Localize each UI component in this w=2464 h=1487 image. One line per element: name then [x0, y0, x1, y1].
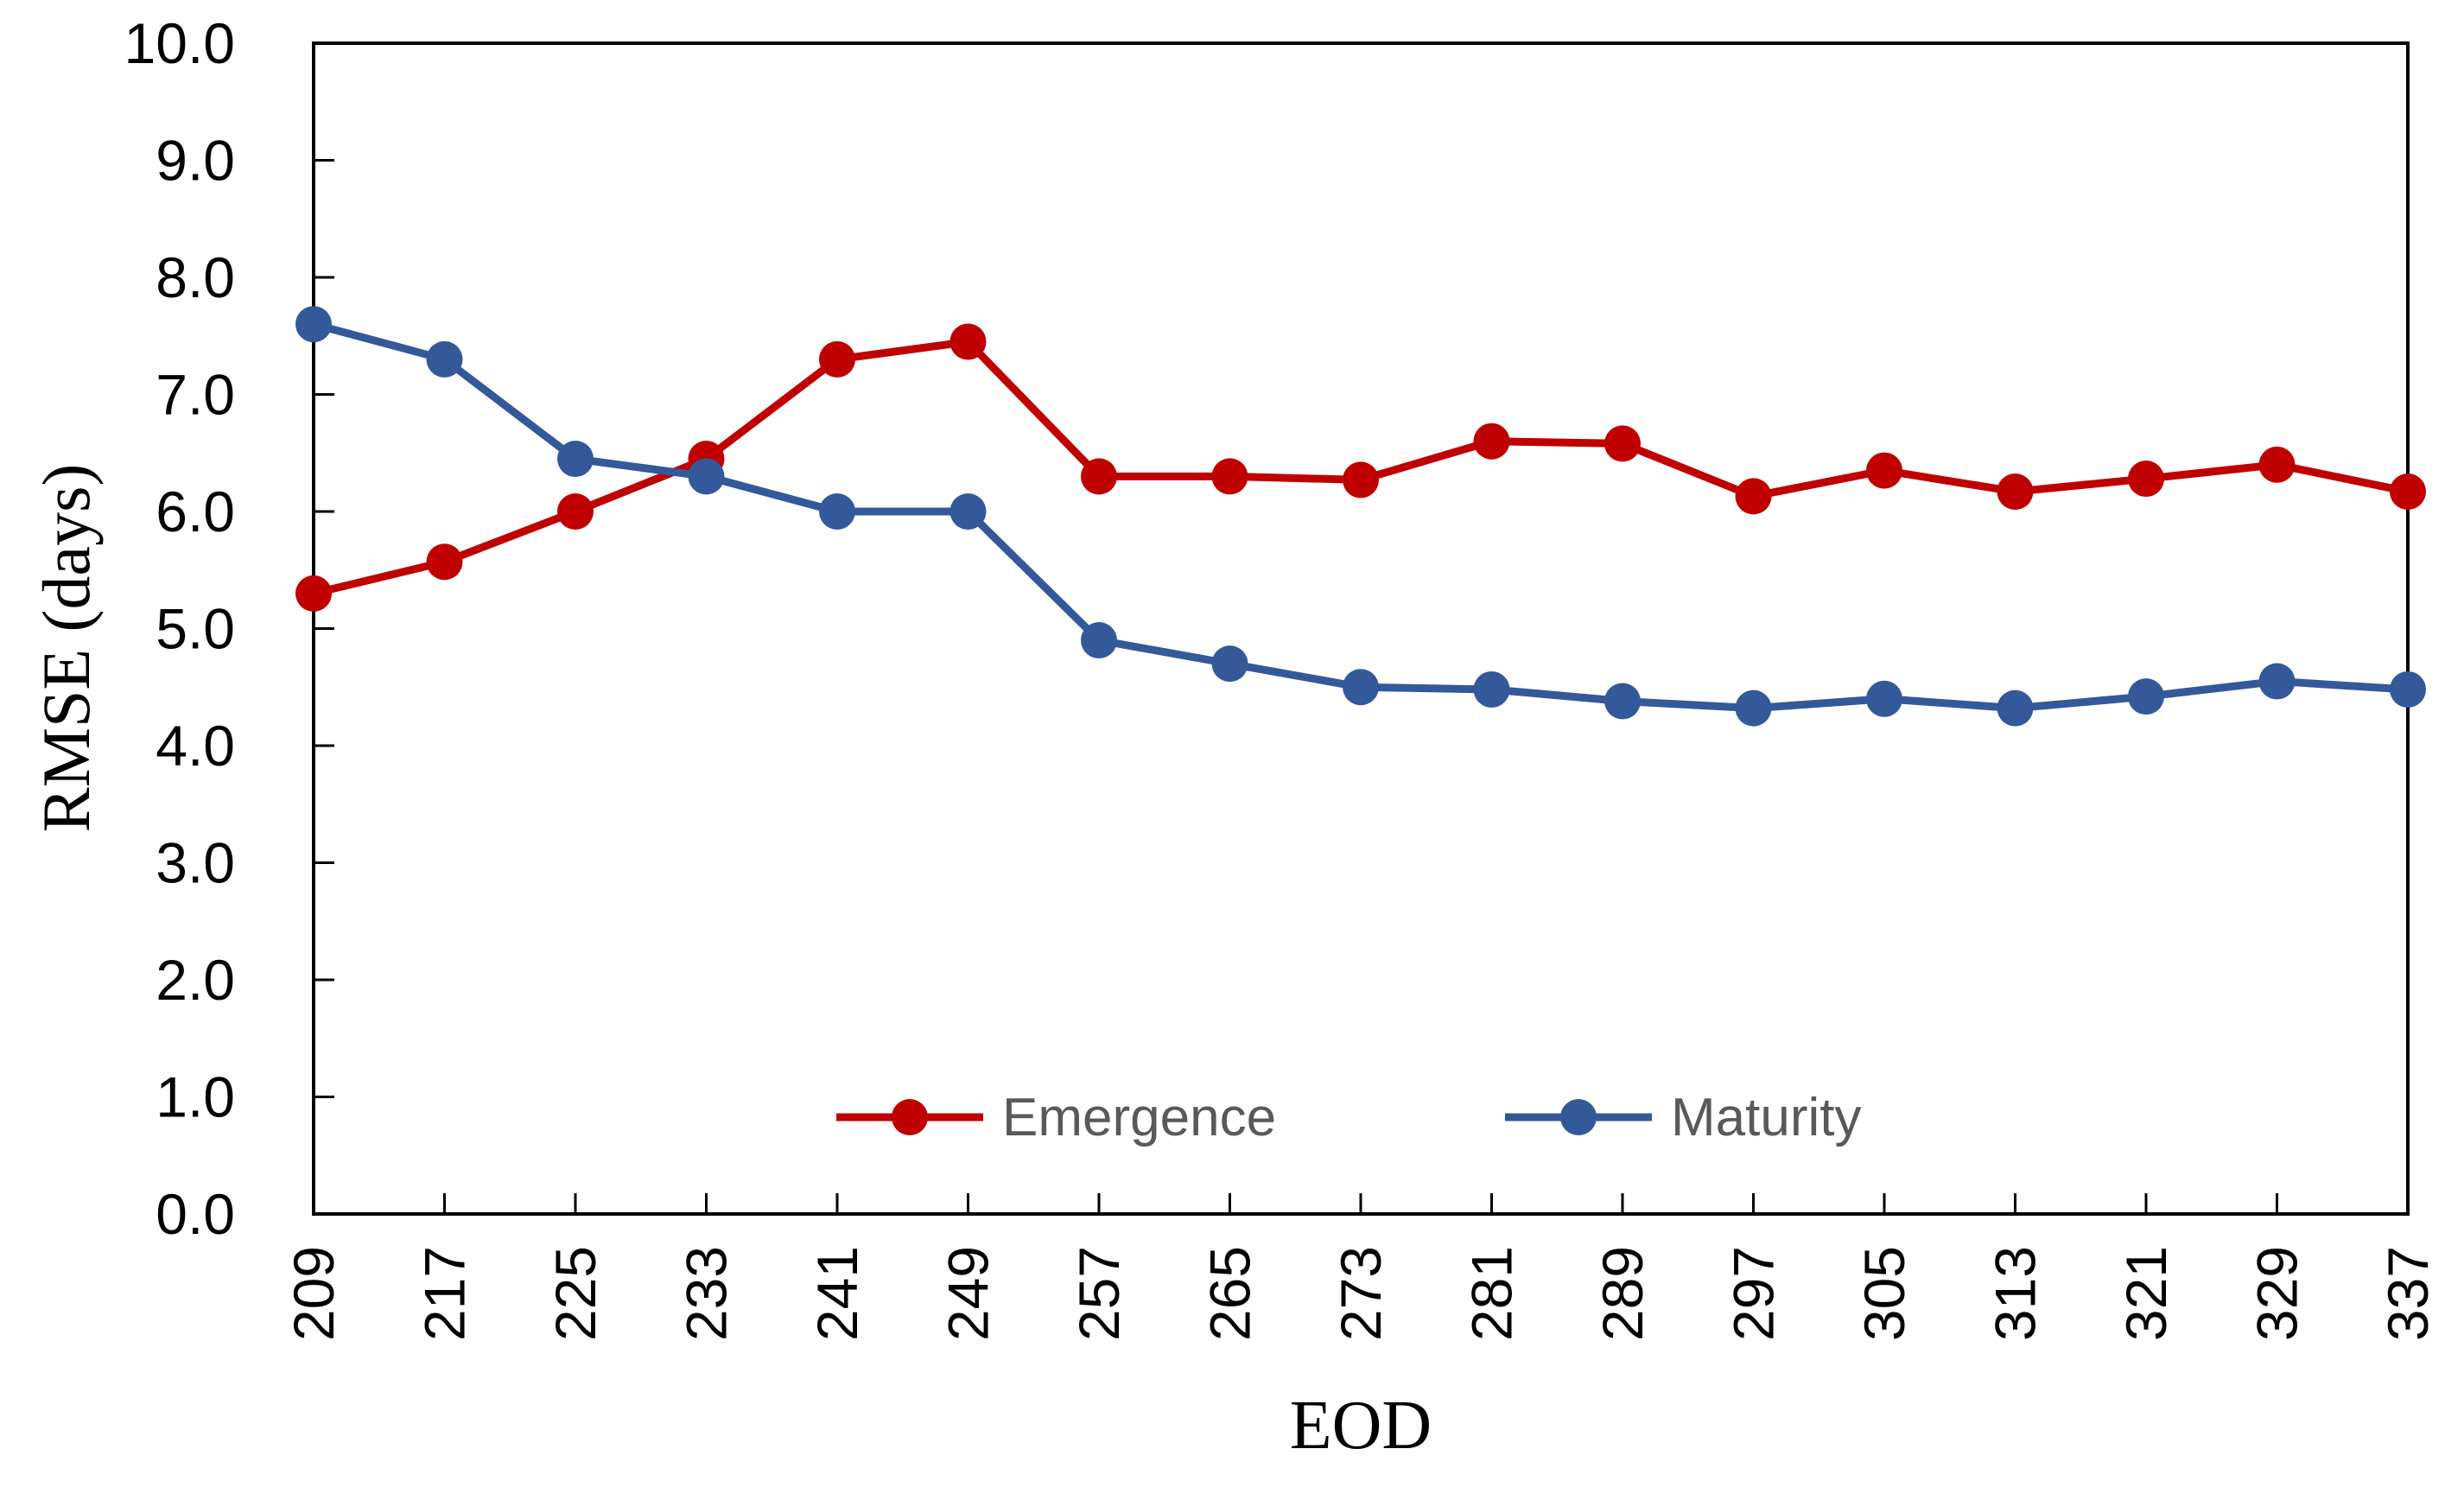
data-point-maturity [1211, 645, 1248, 683]
x-axis-tick-label: 313 [1984, 1246, 2048, 1341]
legend-item-emergence: Emergence [836, 1083, 1276, 1152]
x-axis-tick-label: 337 [2376, 1246, 2440, 1341]
data-point-emergence [2258, 446, 2296, 483]
x-axis-tick-label: 225 [543, 1246, 607, 1341]
y-axis-title: RMSE (days) [29, 463, 104, 833]
x-axis-tick-label: 209 [282, 1246, 346, 1341]
x-axis-title: EOD [1289, 1387, 1432, 1464]
data-point-maturity [1081, 622, 1117, 659]
data-point-maturity [1343, 669, 1379, 706]
data-point-emergence [2390, 473, 2426, 510]
emergence-legend-marker-icon [836, 1099, 983, 1135]
x-axis-tick-label: 273 [1329, 1246, 1393, 1341]
series-line-maturity [312, 320, 2409, 713]
y-axis-tick-label: 0.0 [156, 1182, 235, 1246]
data-point-maturity [426, 340, 463, 378]
data-point-maturity [1735, 689, 1772, 727]
data-point-maturity [1473, 670, 1510, 708]
x-axis-tick-label: 321 [2114, 1246, 2178, 1341]
y-axis-tick-label: 7.0 [156, 363, 235, 427]
y-axis-tick-label: 3.0 [156, 831, 235, 895]
x-axis-tick-label: 305 [1852, 1246, 1916, 1341]
x-axis-tick-label: 217 [413, 1246, 477, 1341]
data-point-maturity [2128, 678, 2164, 715]
data-point-maturity [1604, 683, 1641, 720]
maturity-legend-marker-icon [1505, 1099, 1652, 1135]
data-point-emergence [1343, 461, 1379, 499]
x-axis-tick-label: 241 [805, 1246, 869, 1341]
x-axis-tick-label: 281 [1460, 1246, 1524, 1341]
plot-border [312, 41, 2410, 1216]
y-axis-tick-label: 1.0 [156, 1065, 235, 1129]
data-point-emergence [295, 575, 332, 612]
x-axis-tick-label: 265 [1198, 1246, 1262, 1341]
data-point-maturity [557, 441, 594, 478]
x-axis-tick-label: 297 [1722, 1246, 1786, 1341]
legend-label-emergence: Emergence [1002, 1087, 1277, 1147]
y-axis-tick-label: 2.0 [156, 948, 235, 1012]
data-point-maturity [2390, 670, 2426, 708]
data-point-emergence [557, 493, 594, 530]
data-point-emergence [819, 340, 855, 378]
data-point-emergence [1211, 458, 1248, 495]
data-point-maturity [295, 306, 332, 343]
x-axis-tick-label: 257 [1067, 1246, 1131, 1341]
x-axis-tick-label: 249 [937, 1246, 1000, 1341]
data-point-emergence [2128, 461, 2164, 498]
y-axis-tick-label: 10.0 [124, 11, 235, 75]
data-point-emergence [949, 323, 987, 360]
y-axis-tick-label: 6.0 [156, 480, 235, 543]
y-axis-tick-label: 9.0 [156, 129, 235, 193]
data-point-emergence [426, 543, 463, 581]
data-point-emergence [1473, 423, 1510, 460]
data-point-emergence [1735, 478, 1772, 515]
data-point-emergence [1604, 425, 1641, 462]
data-point-maturity [949, 493, 987, 530]
data-point-maturity [688, 458, 725, 495]
data-point-emergence [1997, 473, 2034, 510]
data-point-maturity [819, 493, 855, 530]
data-point-maturity [1997, 689, 2034, 727]
y-axis-tick-label: 8.0 [156, 245, 235, 309]
x-axis-tick-label: 289 [1591, 1246, 1654, 1341]
x-axis-tick-label: 329 [2245, 1246, 2309, 1341]
data-point-emergence [1866, 452, 1902, 489]
data-point-maturity [1866, 680, 1902, 717]
data-point-emergence [1081, 458, 1117, 495]
y-axis-tick-label: 5.0 [156, 597, 235, 661]
y-axis-tick-label: 4.0 [156, 714, 235, 778]
legend-label-maturity: Maturity [1671, 1087, 1862, 1147]
data-point-maturity [2258, 663, 2296, 700]
legend-item-maturity: Maturity [1505, 1083, 1861, 1152]
x-axis-tick-label: 233 [675, 1246, 739, 1341]
